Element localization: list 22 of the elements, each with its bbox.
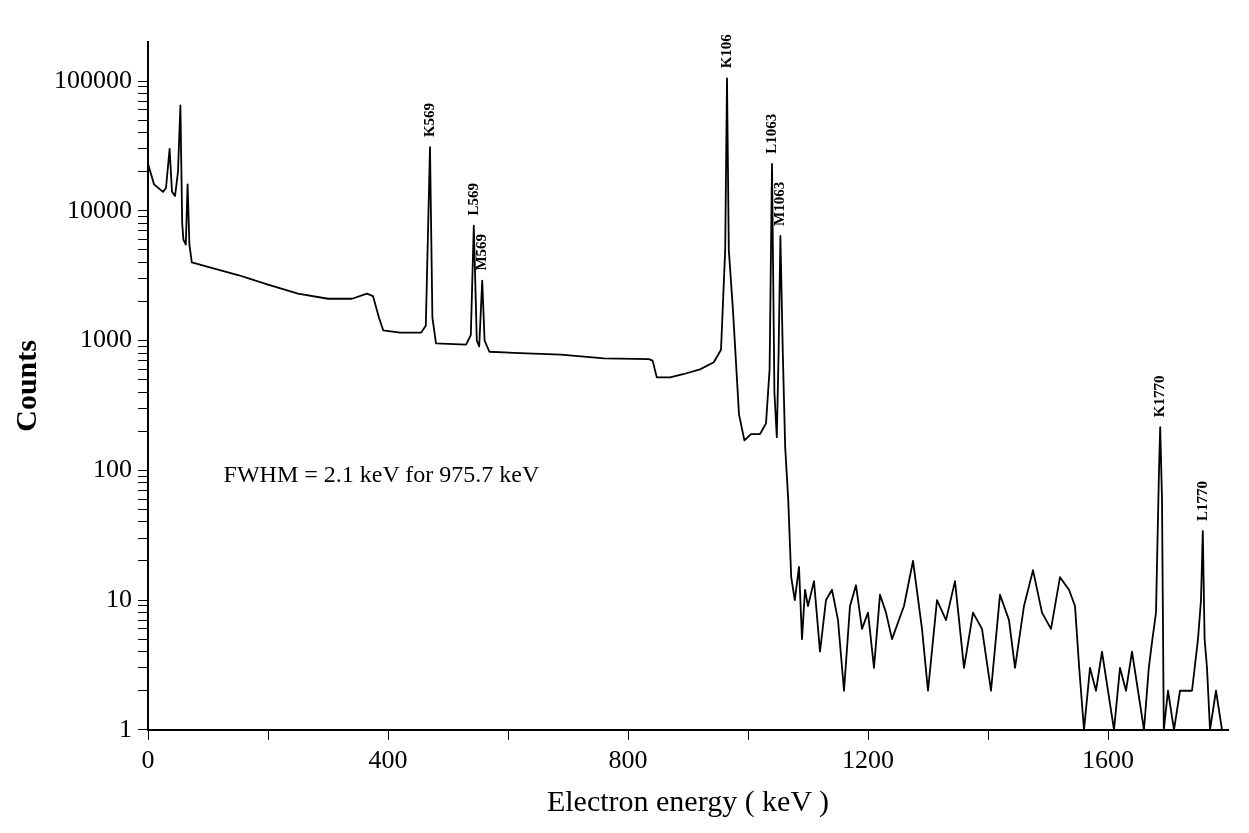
x-tick-label: 0	[141, 745, 155, 775]
y-tick-label: 1	[119, 713, 132, 743]
annotation: L569	[464, 183, 481, 216]
y-tick-label: 1000	[80, 324, 132, 354]
y-tick-label: 100000	[54, 64, 132, 94]
y-tick-label: 10000	[67, 194, 132, 224]
x-tick-label: 1600	[1082, 745, 1134, 775]
y-axis-title: Counts	[8, 340, 42, 432]
annotation: K569	[420, 102, 437, 138]
y-tick-label: 10	[106, 583, 132, 613]
annotation: M1063	[771, 181, 788, 226]
x-tick-label: 1200	[842, 745, 894, 775]
annotation: L1770	[1193, 481, 1210, 522]
x-axis-title: Electron energy ( keV )	[546, 783, 830, 818]
annotation: K1770	[1151, 375, 1168, 418]
annotation: M569	[473, 233, 490, 271]
annotation: FWHM = 2.1 keV for 975.7 keV	[223, 460, 540, 487]
annotation: L1063	[762, 113, 779, 154]
x-tick-label: 400	[368, 745, 408, 775]
x-tick-label: 800	[608, 745, 648, 775]
annotation: K106	[717, 33, 734, 69]
y-tick-label: 100	[93, 454, 132, 484]
